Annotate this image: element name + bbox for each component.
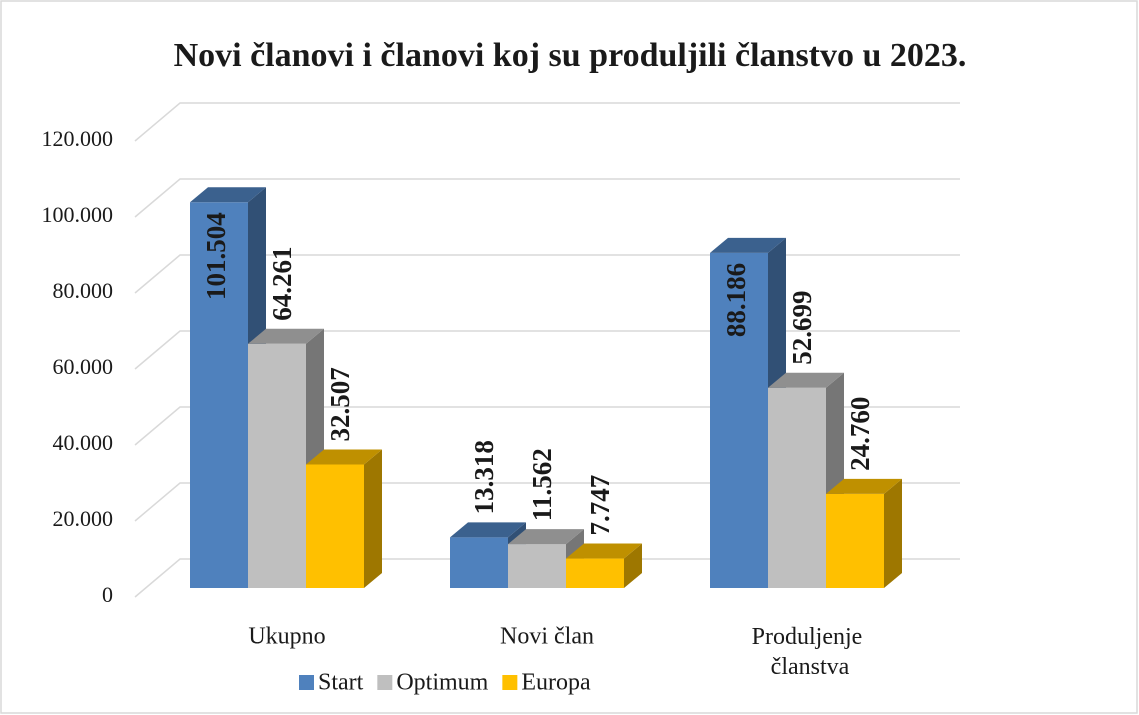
legend-label: Start	[318, 670, 364, 696]
grid-line	[134, 330, 960, 370]
value-label: 11.562	[527, 448, 557, 521]
bar-top	[768, 372, 844, 388]
grid-line	[134, 102, 960, 142]
legend-swatch	[377, 675, 393, 690]
grid-line	[134, 254, 960, 294]
value-label: 32.507	[325, 367, 355, 441]
bar-front	[306, 464, 364, 588]
y-tick-label: 120.000	[42, 126, 114, 151]
legend-label: Europa	[521, 670, 591, 696]
bar-front	[826, 493, 884, 588]
bar-top	[710, 237, 786, 253]
bar-front	[566, 558, 624, 588]
x-tick-label: Produljenje članstva	[752, 624, 863, 680]
value-label: 64.261	[267, 247, 297, 321]
value-label: 52.699	[787, 290, 817, 364]
legend-swatch	[299, 675, 314, 690]
bar-front	[508, 544, 566, 588]
x-tick-label: Ukupno	[248, 624, 325, 650]
chart-title: Novi članovi i članovi koj su produljili…	[174, 37, 967, 74]
bar-side	[884, 478, 902, 588]
grid-line	[134, 406, 960, 446]
grid-line	[134, 178, 960, 218]
y-tick-label: 60.000	[53, 354, 114, 379]
bar-front	[768, 387, 826, 588]
x-tick-label-line: Produljenje	[752, 624, 863, 650]
value-label: 7.747	[585, 475, 615, 536]
bar-top	[306, 449, 382, 465]
bar-top	[826, 478, 902, 494]
bar-side	[624, 543, 642, 588]
y-tick-label: 100.000	[42, 202, 114, 227]
bar-top	[190, 187, 266, 203]
bar-front	[710, 252, 768, 589]
bar-top	[566, 543, 642, 559]
legend-swatch	[502, 675, 518, 690]
y-tick-label: 80.000	[53, 278, 114, 303]
legend-label: Optimum	[396, 670, 488, 696]
bar-top	[450, 522, 526, 538]
y-tick-label: 40.000	[53, 430, 114, 455]
bar-front	[450, 537, 508, 588]
y-tick-label: 0	[102, 582, 113, 607]
bar-top	[508, 529, 584, 545]
value-label: 88.186	[721, 263, 751, 337]
grid-line	[134, 482, 960, 522]
bar-top	[248, 328, 324, 344]
value-label: 13.318	[469, 440, 499, 514]
x-tick-label-line: članstva	[765, 654, 850, 680]
bar-front	[248, 343, 306, 588]
value-label: 101.504	[201, 212, 231, 300]
bar-front	[190, 202, 248, 589]
x-tick-label: Novi član	[500, 624, 594, 650]
y-tick-label: 20.000	[53, 506, 114, 531]
bar-side	[364, 449, 382, 588]
grid-line	[134, 558, 960, 598]
value-label: 24.760	[845, 397, 875, 471]
